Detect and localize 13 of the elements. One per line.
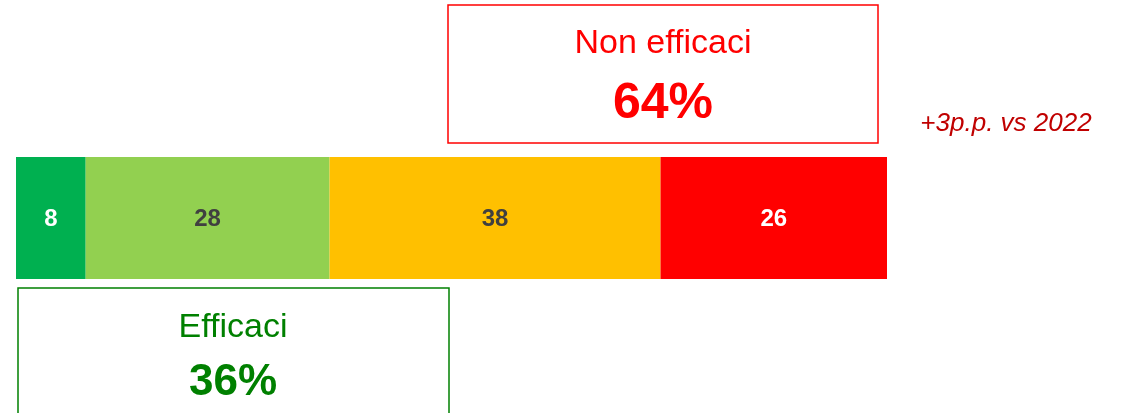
text: Efficaci bbox=[178, 306, 288, 344]
data-label: 8 bbox=[44, 204, 58, 232]
text: Non efficaci bbox=[574, 22, 752, 60]
text: 64% bbox=[612, 73, 714, 129]
bar bbox=[85, 157, 330, 279]
bar bbox=[16, 157, 86, 279]
text: +3p.p. vs 2022 bbox=[920, 107, 1093, 137]
bar bbox=[329, 157, 661, 279]
data-label: 26 bbox=[760, 204, 788, 232]
data-label: 28 bbox=[194, 204, 221, 232]
data-label: 38 bbox=[481, 204, 509, 232]
text: 36% bbox=[188, 355, 278, 404]
bar bbox=[660, 157, 887, 279]
